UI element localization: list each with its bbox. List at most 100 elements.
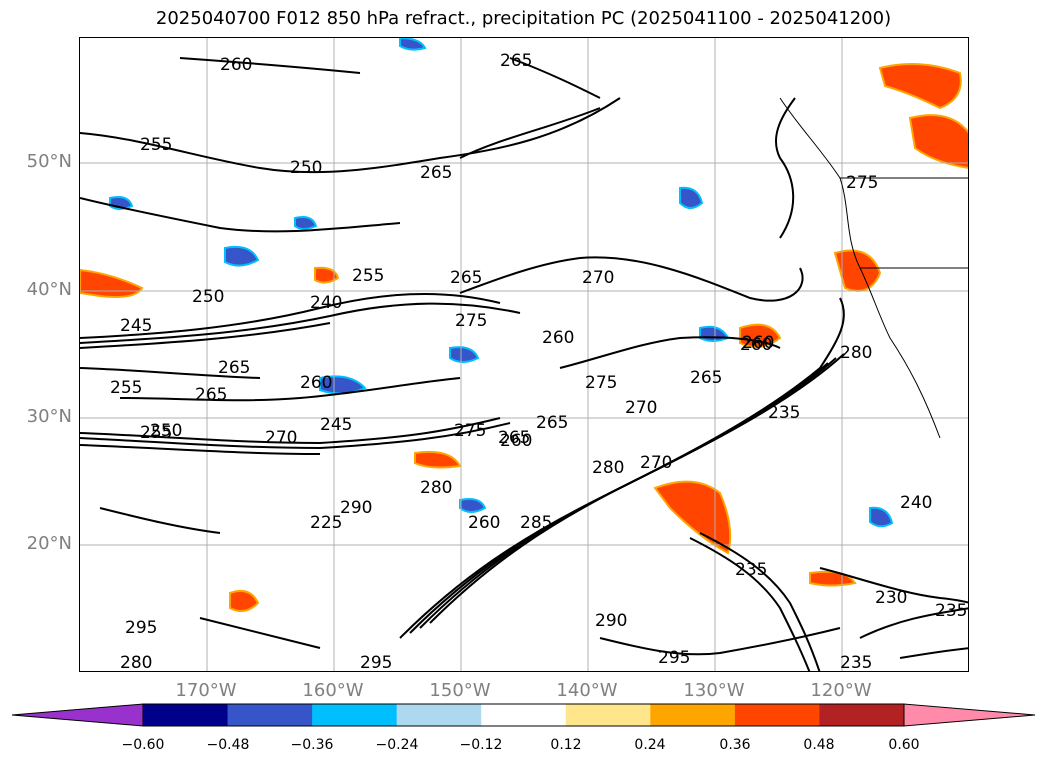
lon-label-120w: 120°W [810,680,872,701]
lat-label-20n: 20°N [26,533,72,554]
lon-label-170w: 170°W [175,680,237,701]
contour-label: 260 [740,335,772,355]
contour-label: 270 [582,268,614,288]
contour-label: 225 [310,513,342,533]
precip-positive-patch [229,590,260,613]
lon-label-150w: 150°W [429,680,491,701]
contour-label: 280 [592,458,624,478]
contour-label: 275 [454,421,486,441]
contour-label: 255 [352,266,384,286]
colorbar-tick-label: 0.48 [803,737,835,753]
contour-label: 260 [742,333,774,353]
colorbar-segment [481,704,567,726]
precip-negative-patch [319,375,367,395]
colorbar-segment [565,704,651,726]
colorbar-tick-label: −0.60 [121,737,165,753]
contour-label: 260 [220,55,252,75]
colorbar-tick-label: −0.36 [290,737,334,753]
precip-negative-patch [869,506,894,528]
precip-fill-layer [80,38,968,613]
colorbar-segment [227,704,313,726]
colorbar-tick-label: 0.24 [634,737,666,753]
coastline [779,97,968,439]
contour-label: 275 [846,173,878,193]
contour-label: 250 [150,421,182,441]
contour-label: 285 [520,513,552,533]
contour-label: 295 [658,648,690,668]
contour-label: 295 [360,653,392,672]
refractivity-contours [80,57,968,671]
contour-label: 245 [320,415,352,435]
colorbar-tick-label: −0.24 [375,737,419,753]
colorbar-tick-label: −0.12 [459,737,503,753]
contour-label: 235 [735,560,767,580]
colorbar-extend-high [903,703,1036,727]
contour-label: 245 [120,316,152,336]
contour-label: 260 [300,373,332,393]
precip-positive-patch [314,266,340,284]
precip-positive-patch [80,268,144,298]
colorbar-segment [650,704,736,726]
contour-label: 280 [120,653,152,672]
colorbar [11,703,1036,727]
contour-label: 235 [935,601,967,621]
contour-label: 265 [218,358,250,378]
precip-negative-patch [449,346,480,363]
lat-label-40n: 40°N [26,279,72,300]
colorbar-tick-label: 0.60 [888,737,920,753]
contour-label: 250 [192,287,224,307]
precip-negative-patch [294,216,318,230]
colorbar-outline [142,703,905,727]
colorbar-extend-low [11,703,144,727]
contour-label: 270 [640,453,672,473]
lon-label-140w: 140°W [556,680,618,701]
contour-label: 240 [310,293,342,313]
colorbar-segment [143,704,229,726]
precip-positive-patch [878,63,962,110]
precip-negative-patch [679,186,704,209]
contour-label: 280 [420,478,452,498]
map-canvas: 260 265 250 255 265 255 240 250 245 265 … [80,38,968,672]
colorbar-segment [396,704,482,726]
graticule [80,38,968,671]
precip-positive-patch [414,450,462,469]
contour-label: 255 [110,378,142,398]
contour-label: 255 [140,423,172,443]
precip-positive-patch [908,114,968,169]
contour-label: 265 [420,163,452,183]
contour-label: 265 [498,428,530,448]
lat-label-50n: 50°N [26,151,72,172]
precip-positive-patch [739,323,782,348]
precip-negative-patch [224,245,260,267]
contour-label: 235 [840,653,872,672]
contour-label-layer: 260 265 250 255 265 255 240 250 245 265 … [110,51,967,672]
precip-positive-patch [833,249,882,292]
contour-label: 265 [536,413,568,433]
contour-label: 260 [500,431,532,451]
precip-negative-patch [459,498,487,513]
precip-negative-patch [699,325,730,342]
contour-label: 235 [768,403,800,423]
contour-label: 280 [840,343,872,363]
contour-label: 260 [468,513,500,533]
contour-label: 275 [455,311,487,331]
colorbar-segment [734,704,820,726]
contour-label: 230 [875,588,907,608]
contour-label: 265 [195,385,227,405]
contour-label: 265 [500,51,532,71]
precip-positive-patch [809,570,857,587]
contour-label: 270 [625,398,657,418]
contour-label: 255 [140,135,172,155]
colorbar-segment [819,704,905,726]
contour-label: 290 [340,498,372,518]
contour-label: 275 [585,373,617,393]
contour-label: 265 [450,268,482,288]
contour-label: 260 [542,328,574,348]
contour-label: 240 [900,493,932,513]
precip-positive-patch [653,480,732,555]
lon-label-130w: 130°W [683,680,745,701]
contour-label: 250 [290,158,322,178]
contour-label: 290 [595,611,627,631]
contour-label: 295 [125,618,157,638]
lat-label-30n: 30°N [26,406,72,427]
